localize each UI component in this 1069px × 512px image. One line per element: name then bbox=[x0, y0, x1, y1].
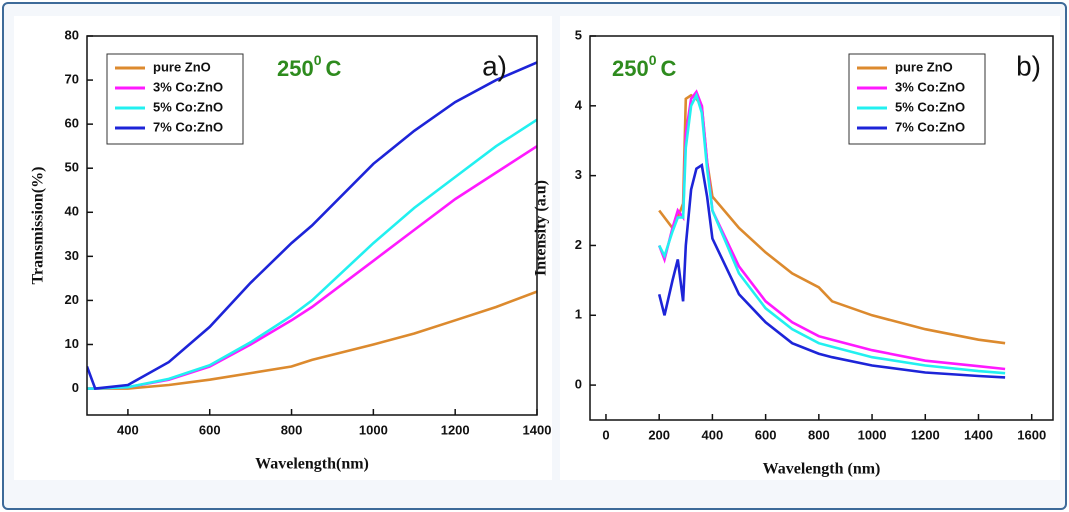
plot-area bbox=[87, 61, 537, 391]
x-tick-label: 1600 bbox=[1017, 427, 1046, 442]
annotation-number: 250 bbox=[612, 56, 649, 81]
legend-label: 5% Co:ZnO bbox=[895, 99, 965, 114]
x-tick-label: 1400 bbox=[964, 427, 993, 442]
x-tick-label: 1000 bbox=[359, 422, 388, 437]
legend-label: 3% Co:ZnO bbox=[153, 79, 223, 94]
series-line bbox=[87, 118, 537, 390]
annotation-number: 250 bbox=[277, 56, 314, 81]
y-tick-label: 30 bbox=[65, 248, 79, 263]
annotation-superscript: 0 bbox=[649, 52, 657, 68]
plot-area bbox=[657, 89, 1006, 379]
series-line bbox=[657, 163, 1006, 379]
y-tick-label: 4 bbox=[575, 97, 583, 112]
x-tick-label: 800 bbox=[808, 427, 830, 442]
panel-label: a) bbox=[482, 50, 507, 81]
x-tick-label: 800 bbox=[281, 422, 303, 437]
y-tick-label: 40 bbox=[65, 204, 79, 219]
x-tick-label: 600 bbox=[755, 427, 777, 442]
series-line bbox=[87, 290, 537, 390]
y-tick-label: 5 bbox=[575, 27, 582, 42]
legend-label: pure ZnO bbox=[153, 59, 211, 74]
annotation-unit: C bbox=[661, 56, 677, 81]
y-tick-label: 2 bbox=[575, 237, 582, 252]
x-tick-label: 200 bbox=[648, 427, 670, 442]
y-tick-label: 3 bbox=[575, 167, 582, 182]
y-axis-title: Intensity (a.u) bbox=[533, 180, 550, 276]
x-tick-label: 400 bbox=[117, 422, 139, 437]
panel-label: b) bbox=[1016, 50, 1041, 81]
y-tick-label: 60 bbox=[65, 116, 79, 131]
series-line bbox=[658, 91, 1006, 375]
annotation-unit: C bbox=[326, 56, 342, 81]
y-tick-label: 70 bbox=[65, 72, 79, 87]
x-tick-label: 1200 bbox=[441, 422, 470, 437]
x-tick-label: 1200 bbox=[911, 427, 940, 442]
legend-label: 5% Co:ZnO bbox=[153, 99, 223, 114]
y-tick-label: 0 bbox=[72, 380, 79, 395]
axes-frame bbox=[86, 35, 538, 416]
annotation: 2500 C bbox=[612, 52, 677, 81]
y-tick-label: 10 bbox=[65, 336, 79, 351]
x-axis-title: Wavelength(nm) bbox=[255, 456, 369, 473]
legend-label: 7% Co:ZnO bbox=[895, 119, 965, 134]
legend-label: pure ZnO bbox=[895, 59, 953, 74]
y-tick-label: 50 bbox=[65, 160, 79, 175]
annotation: 2500 C bbox=[277, 52, 342, 81]
y-tick-label: 0 bbox=[575, 377, 582, 392]
axes-frame bbox=[589, 35, 1054, 421]
y-axis-title: Transmission(%) bbox=[30, 167, 47, 285]
y-tick-label: 20 bbox=[65, 292, 79, 307]
x-tick-label: 1000 bbox=[858, 427, 887, 442]
x-tick-label: 0 bbox=[602, 427, 609, 442]
legend-label: 3% Co:ZnO bbox=[895, 79, 965, 94]
y-tick-label: 80 bbox=[65, 27, 79, 42]
series-line bbox=[87, 61, 537, 391]
panel bbox=[14, 16, 552, 480]
x-tick-label: 1400 bbox=[523, 422, 552, 437]
x-tick-label: 600 bbox=[199, 422, 221, 437]
annotation-superscript: 0 bbox=[314, 52, 322, 68]
x-axis-title: Wavelength (nm) bbox=[763, 461, 881, 478]
legend-label: 7% Co:ZnO bbox=[153, 119, 223, 134]
y-tick-label: 1 bbox=[575, 307, 582, 322]
x-tick-label: 400 bbox=[702, 427, 724, 442]
